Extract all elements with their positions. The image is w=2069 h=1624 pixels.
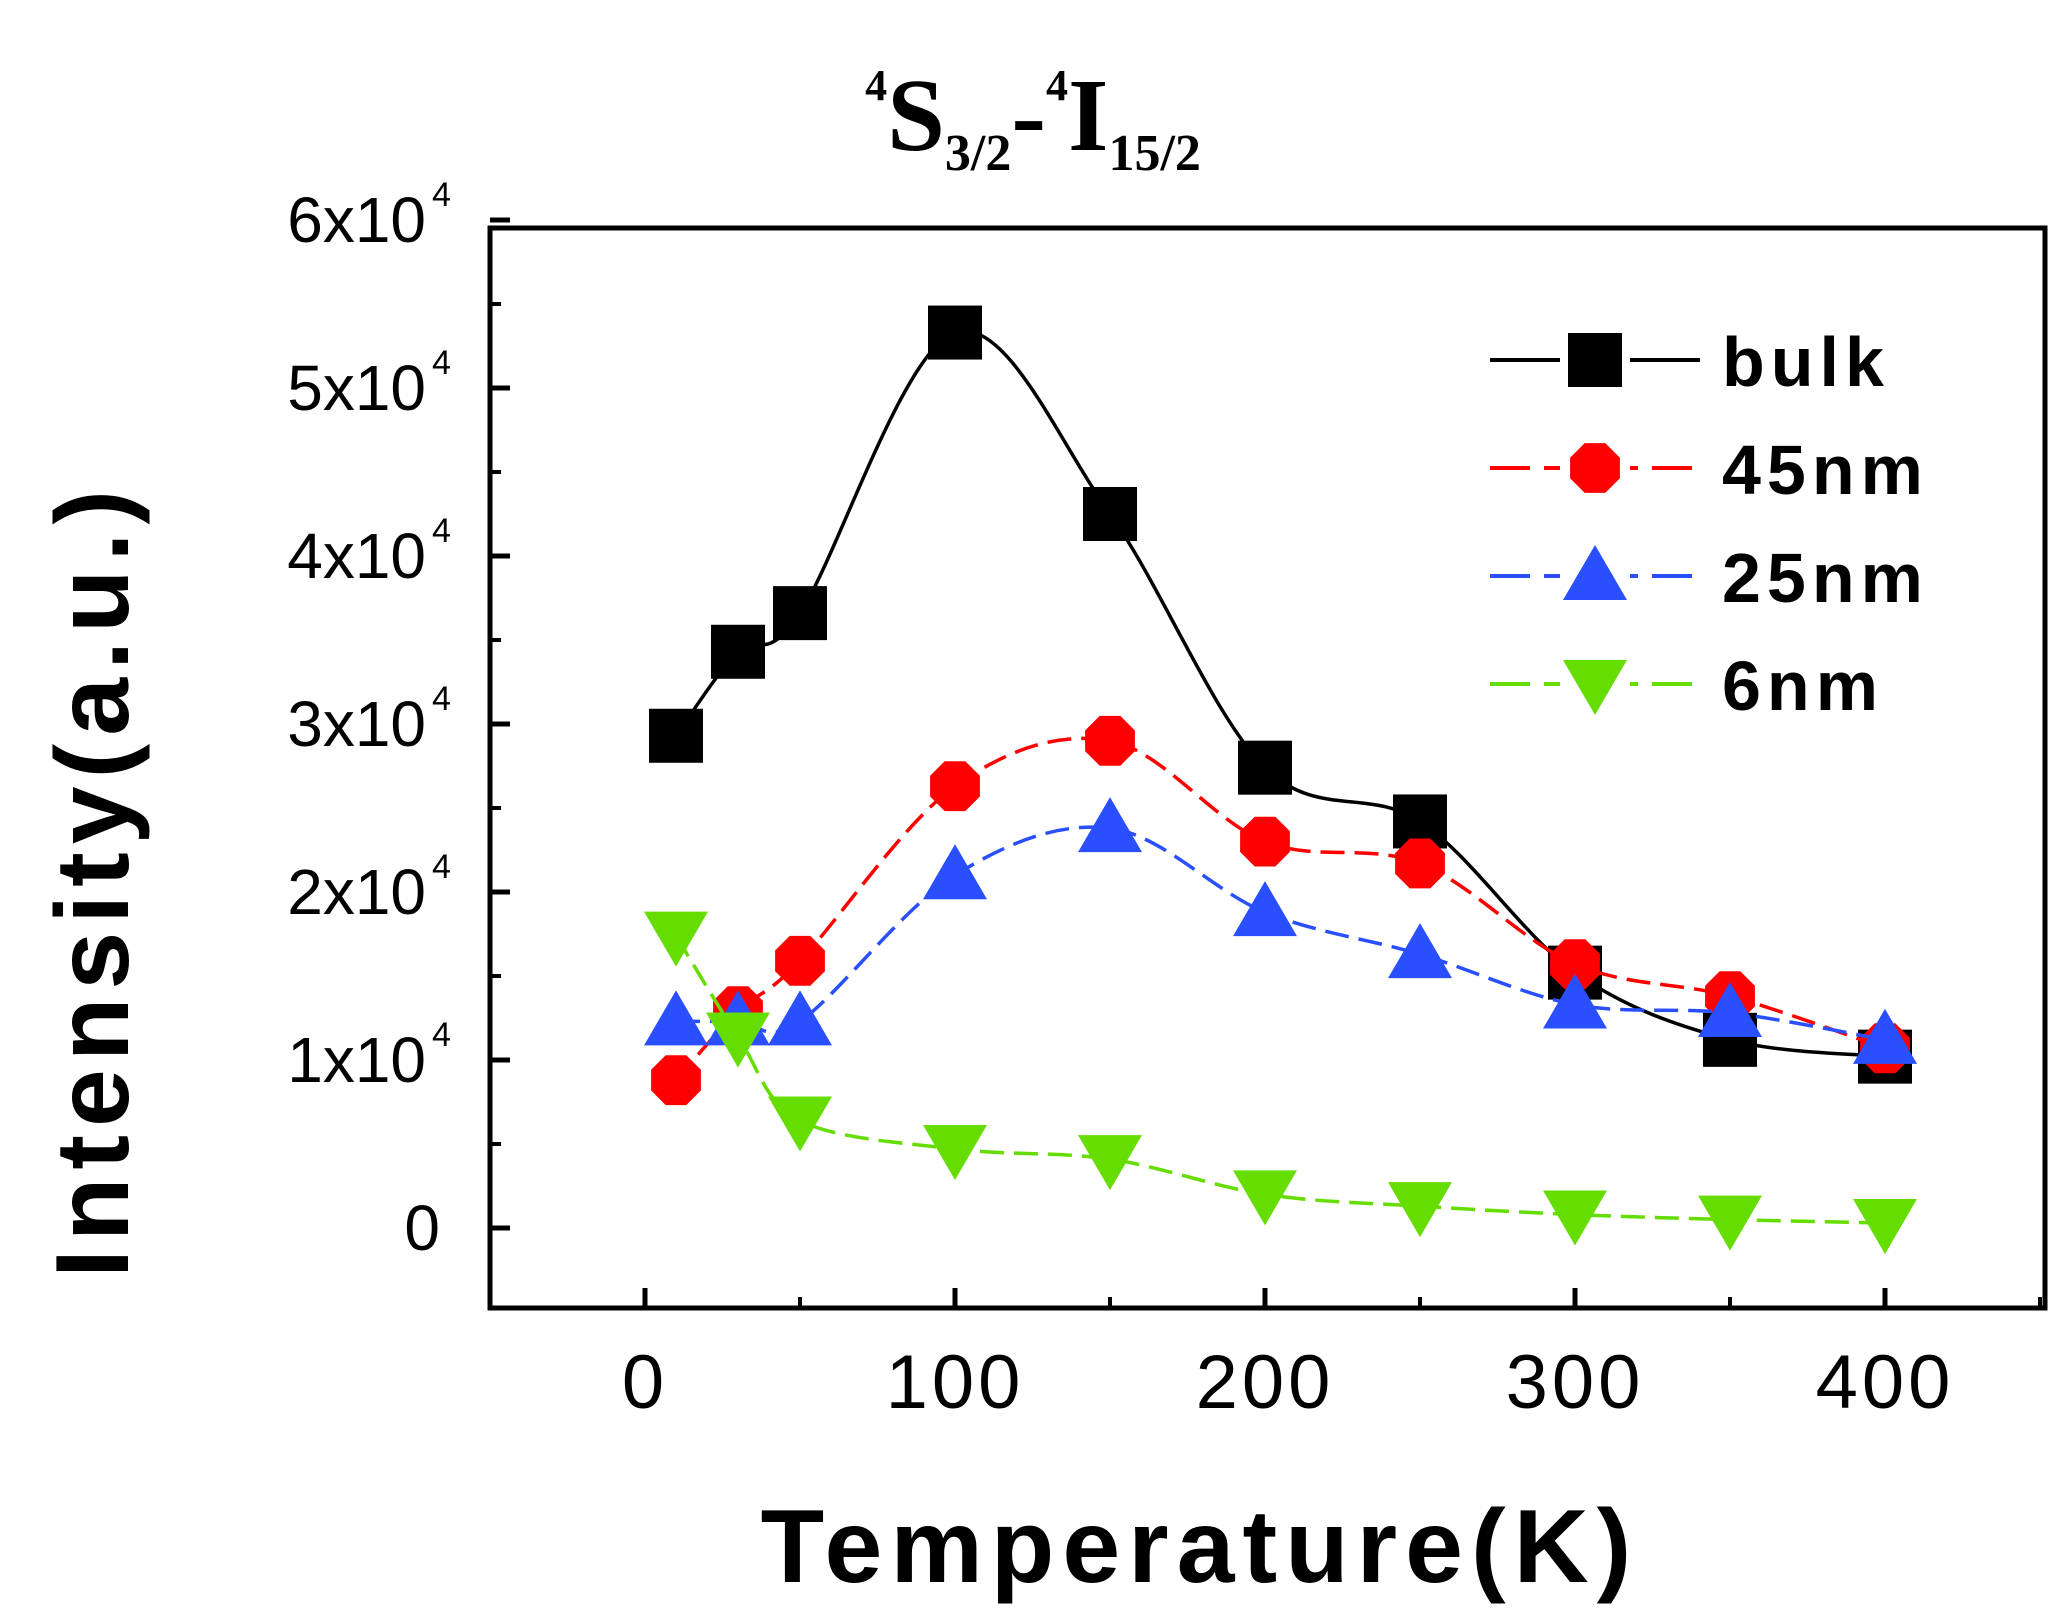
title-s-main: S: [887, 58, 945, 173]
title-s-superscript: 4: [865, 61, 887, 110]
data-point-bulk: [928, 305, 982, 360]
series-layer: [644, 305, 1917, 1254]
data-point-6nm: [1543, 1190, 1607, 1246]
x-tick-label: 400: [1816, 1340, 1955, 1425]
legend: bulk 45nm 25nm 6nm: [1490, 323, 1929, 725]
data-point-45nm: [1085, 715, 1135, 766]
title-i-subscript: 15/2: [1108, 125, 1200, 182]
y-tick-exponent: 4: [432, 512, 451, 550]
data-point-25nm: [1233, 881, 1297, 937]
chart-title: 4S3/2-4I15/2: [865, 58, 1201, 182]
data-point-6nm: [1698, 1195, 1762, 1251]
data-point-25nm: [644, 990, 708, 1046]
data-point-45nm: [775, 935, 825, 986]
data-point-25nm: [1543, 973, 1607, 1029]
y-tick-label: 6x10: [287, 184, 426, 256]
data-point-45nm: [651, 1055, 701, 1106]
x-axis-label: Temperature(K): [761, 1489, 1640, 1605]
y-axis-label: Intensity(a.u.): [35, 482, 151, 1278]
y-tick-label: 5x10: [287, 352, 426, 424]
data-point-25nm: [1698, 981, 1762, 1037]
legend-marker-6nm: [1563, 660, 1627, 715]
y-tick-exponent: 4: [432, 1016, 451, 1054]
data-point-bulk: [1083, 487, 1137, 541]
data-point-25nm: [1078, 797, 1142, 853]
data-point-45nm: [1395, 838, 1445, 889]
title-i-main: I: [1068, 58, 1108, 173]
svg-text:4S3/2-4I15/2: 4S3/2-4I15/2: [865, 58, 1201, 182]
data-point-bulk: [773, 586, 827, 641]
data-point-45nm: [1550, 939, 1600, 990]
data-point-25nm: [1853, 1008, 1917, 1064]
series-line-45nm: [674, 736, 1886, 1082]
y-tick-label: 1x10: [287, 1024, 426, 1096]
data-point-6nm: [1853, 1198, 1917, 1254]
series-line-bulk: [674, 329, 1886, 1059]
y-tick-label: 0: [404, 1192, 440, 1264]
series-line-25nm: [675, 825, 1886, 1042]
title-i-superscript: 4: [1046, 61, 1068, 110]
legend-marker-bulk: [1568, 333, 1622, 387]
data-point-bulk: [1238, 740, 1292, 795]
data-point-45nm: [1240, 816, 1290, 867]
data-point-45nm: [930, 761, 980, 812]
data-point-6nm: [1233, 1170, 1297, 1226]
x-axis-ticks: 0 100 200 300 400: [488, 1288, 2042, 1425]
y-tick-label: 2x10: [287, 856, 426, 928]
data-point-25nm: [923, 844, 987, 900]
legend-label-bulk: bulk: [1722, 323, 1890, 401]
legend-label-6nm: 6nm: [1722, 647, 1884, 725]
series-bulk: [649, 305, 1912, 1084]
data-point-25nm: [1388, 923, 1452, 979]
data-point-6nm: [644, 911, 708, 967]
data-point-6nm: [1078, 1135, 1142, 1191]
data-point-bulk: [711, 624, 765, 679]
series-25nm: [644, 797, 1917, 1064]
data-point-25nm: [768, 990, 832, 1046]
x-tick-label: 200: [1196, 1340, 1335, 1425]
y-tick-exponent: 4: [432, 848, 451, 886]
data-point-6nm: [923, 1125, 987, 1181]
y-tick-label: 4x10: [287, 520, 426, 592]
x-tick-label: 300: [1506, 1340, 1645, 1425]
x-tick-label: 0: [622, 1340, 668, 1425]
data-point-6nm: [1388, 1182, 1452, 1238]
title-separator: -: [1011, 58, 1046, 173]
legend-marker-45nm: [1570, 443, 1620, 493]
y-tick-exponent: 4: [432, 680, 451, 718]
title-s-subscript: 3/2: [945, 125, 1011, 182]
y-tick-exponent: 4: [432, 344, 451, 382]
x-tick-label: 100: [886, 1340, 1025, 1425]
data-point-6nm: [706, 1012, 770, 1068]
series-6nm: [644, 911, 1917, 1254]
y-tick-exponent: 4: [432, 176, 451, 214]
data-point-6nm: [768, 1096, 832, 1152]
legend-label-25nm: 25nm: [1722, 539, 1929, 617]
legend-marker-25nm: [1563, 545, 1627, 600]
legend-label-45nm: 45nm: [1722, 431, 1929, 509]
data-point-bulk: [649, 708, 703, 763]
y-tick-label: 3x10: [287, 688, 426, 760]
